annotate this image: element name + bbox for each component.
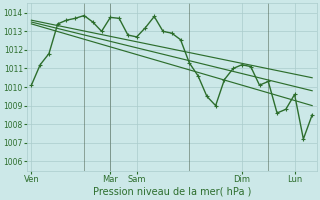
X-axis label: Pression niveau de la mer( hPa ): Pression niveau de la mer( hPa ) [92, 187, 251, 197]
